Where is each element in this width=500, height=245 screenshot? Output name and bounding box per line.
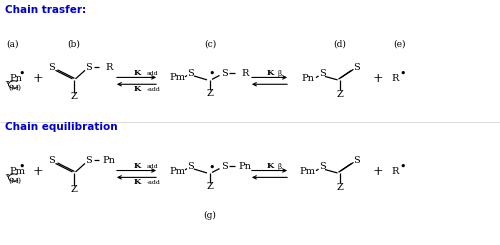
Text: •: • [400, 69, 406, 79]
Text: (g): (g) [204, 211, 216, 220]
Text: K: K [134, 85, 141, 93]
Text: (c): (c) [204, 40, 216, 49]
Text: (M: (M [8, 177, 19, 185]
Text: S: S [48, 63, 55, 72]
Text: •: • [400, 162, 406, 172]
Text: -add: -add [146, 87, 160, 92]
Text: β: β [278, 70, 281, 77]
Text: +: + [372, 72, 383, 85]
Text: S: S [353, 63, 360, 72]
Text: R: R [106, 63, 112, 72]
Text: K: K [134, 178, 141, 186]
Text: +: + [372, 165, 383, 178]
Text: Z: Z [336, 183, 344, 192]
Text: •: • [209, 69, 215, 79]
Text: Z: Z [70, 185, 78, 194]
Text: Z: Z [336, 90, 344, 99]
Text: K: K [266, 69, 274, 77]
Text: (b): (b) [68, 40, 80, 49]
Text: S: S [48, 156, 55, 165]
Text: Pn: Pn [301, 74, 314, 83]
Text: K: K [134, 69, 141, 77]
Text: K: K [134, 162, 141, 170]
Text: S: S [318, 162, 326, 171]
Text: Z: Z [206, 183, 214, 191]
Text: R: R [392, 167, 398, 176]
Text: (M: (M [8, 84, 19, 92]
Text: Z: Z [206, 89, 214, 98]
Text: Chain trasfer:: Chain trasfer: [5, 5, 86, 15]
Text: •: • [18, 69, 25, 79]
Text: R: R [392, 74, 398, 83]
Text: S: S [220, 69, 228, 77]
Text: ): ) [18, 84, 20, 92]
Text: S: S [86, 156, 92, 165]
Text: +: + [32, 165, 43, 178]
Text: S: S [188, 162, 194, 171]
Text: Chain equilibration: Chain equilibration [5, 122, 117, 132]
Text: Pn: Pn [238, 162, 252, 171]
Text: Pm: Pm [300, 167, 316, 176]
Text: add: add [146, 71, 158, 76]
Text: S: S [353, 156, 360, 165]
Text: +: + [32, 72, 43, 85]
Text: Pn: Pn [9, 74, 22, 83]
Text: Pm: Pm [170, 167, 186, 175]
Text: Pm: Pm [9, 167, 25, 176]
Text: (d): (d) [334, 40, 346, 49]
Text: Z: Z [70, 92, 78, 101]
Text: S: S [220, 162, 228, 171]
Text: Pm: Pm [170, 74, 186, 82]
Text: β: β [278, 163, 281, 171]
Text: S: S [188, 69, 194, 77]
Text: R: R [242, 69, 248, 77]
Text: •: • [209, 162, 215, 172]
Text: S: S [86, 63, 92, 72]
Text: (a): (a) [6, 40, 19, 49]
Text: -add: -add [146, 180, 160, 185]
Text: (e): (e) [394, 40, 406, 49]
Text: add: add [146, 164, 158, 169]
Text: S: S [318, 69, 326, 78]
Text: Pn: Pn [102, 156, 116, 165]
Text: ): ) [18, 177, 20, 185]
Text: K: K [266, 162, 274, 170]
Text: •: • [18, 162, 25, 172]
